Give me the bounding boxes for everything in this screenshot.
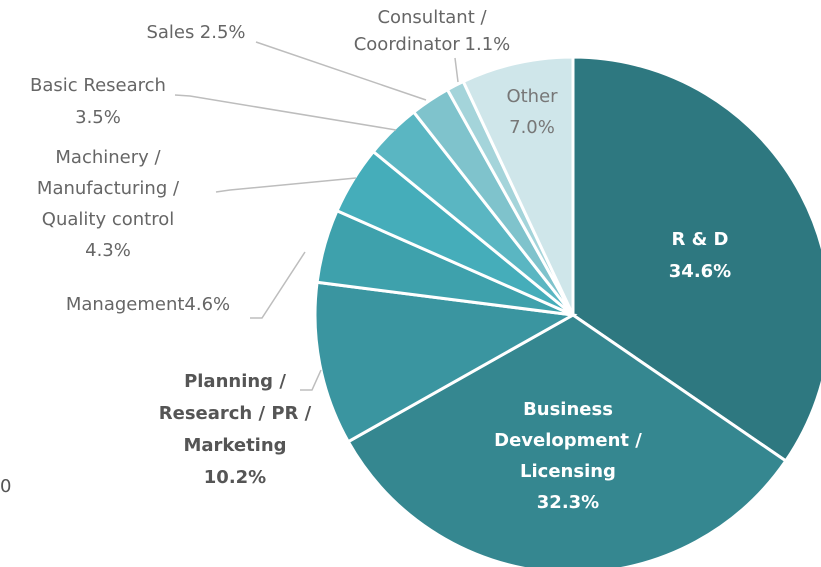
slice-label: Machinery / Manufacturing / Quality contro… bbox=[37, 147, 180, 230]
slice-label: Basic Research bbox=[30, 75, 166, 96]
value-label: 4.6% bbox=[184, 294, 230, 315]
leader-line bbox=[174, 94, 397, 131]
leader-line bbox=[300, 369, 322, 391]
slice-label: Consultant / Coordinator bbox=[354, 7, 488, 55]
value-label: 2.5% bbox=[200, 22, 246, 43]
value-label: 34.6% bbox=[669, 261, 731, 282]
slice-label: Management bbox=[66, 294, 185, 315]
value-label: 1.1% bbox=[465, 34, 511, 55]
pie-slice bbox=[346, 313, 788, 567]
value-label: 7.0% bbox=[509, 117, 555, 138]
pie-slice bbox=[461, 55, 575, 316]
leader-line bbox=[215, 177, 357, 193]
slice-label: R & D bbox=[671, 229, 728, 250]
slice-label: Other bbox=[506, 86, 558, 107]
value-label: 3.5% bbox=[75, 107, 121, 128]
slice-label: Planning / Research / PR / Marketing bbox=[159, 371, 312, 456]
leader-line bbox=[255, 41, 427, 101]
slice-label: Sales bbox=[146, 22, 194, 43]
leader-line bbox=[454, 57, 459, 83]
pie-slice bbox=[571, 55, 821, 463]
leader-line bbox=[250, 251, 306, 319]
value-label: 10.2% bbox=[204, 467, 266, 488]
pie-slice bbox=[313, 280, 578, 444]
value-label: 4.3% bbox=[85, 240, 131, 261]
annotation: 0 bbox=[0, 476, 11, 497]
slice-label: Business Development / Licensing bbox=[494, 399, 642, 482]
value-label: 32.3% bbox=[537, 492, 599, 513]
